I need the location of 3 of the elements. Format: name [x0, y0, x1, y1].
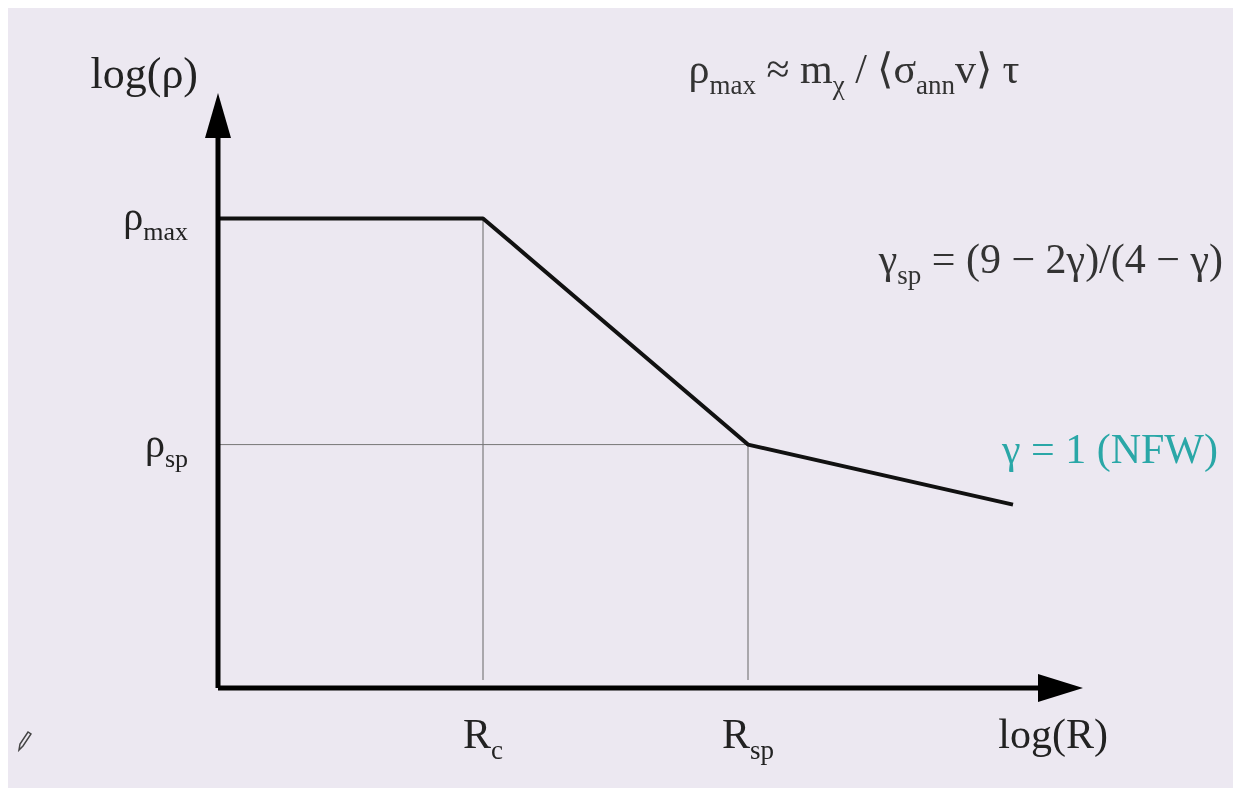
x-axis-title: log(R) — [998, 711, 1108, 758]
annotation: γ = 1 (NFW) — [1000, 426, 1219, 473]
y-axis-title: log(ρ) — [90, 49, 199, 98]
